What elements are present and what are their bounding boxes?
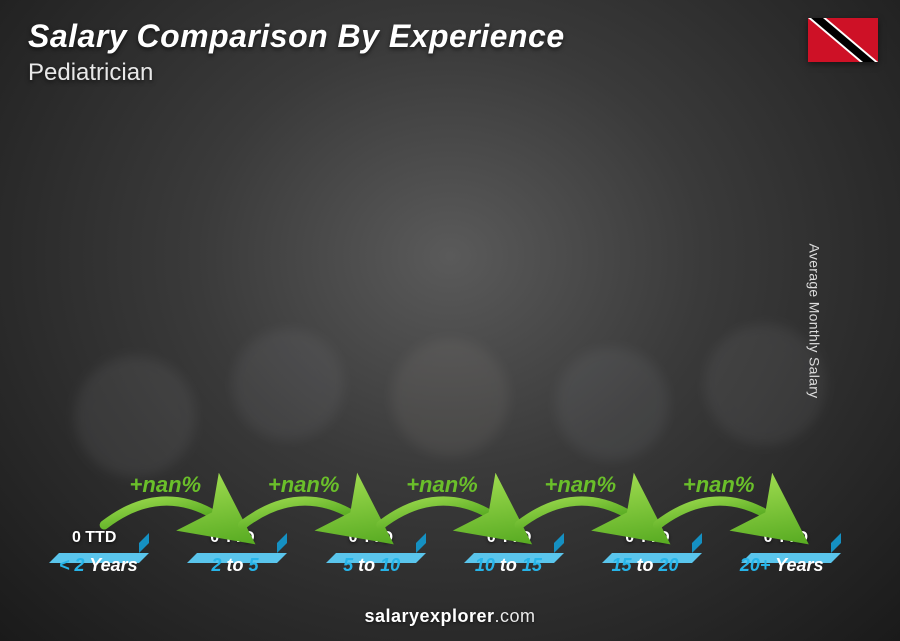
footer-site-bold: salaryexplorer (364, 606, 494, 626)
bar-value-label: 0 TTD (72, 529, 116, 547)
x-label: 2 to 5 (167, 555, 304, 581)
bar: 0 TTD (30, 529, 158, 553)
bar-value-label: 0 TTD (210, 529, 254, 547)
bar-value-label: 0 TTD (487, 529, 531, 547)
bar: 0 TTD (583, 529, 711, 553)
bar-value-label: 0 TTD (764, 529, 808, 547)
x-label: 20+ Years (713, 555, 850, 581)
bar: 0 TTD (445, 529, 573, 553)
bar: 0 TTD (168, 529, 296, 553)
x-label: 15 to 20 (577, 555, 714, 581)
footer-watermark: salaryexplorer.com (0, 606, 900, 627)
x-label: 5 to 10 (303, 555, 440, 581)
chart-title: Salary Comparison By Experience (28, 18, 565, 55)
bar: 0 TTD (307, 529, 435, 553)
country-flag (808, 18, 878, 62)
footer-site-tld: .com (495, 606, 536, 626)
x-label: 10 to 15 (440, 555, 577, 581)
bars-container: 0 TTD 0 TTD 0 TTD 0 TTD 0 TTD 0 TTD (30, 120, 850, 553)
chart-subtitle: Pediatrician (28, 59, 565, 87)
bar-value-label: 0 TTD (349, 529, 393, 547)
bar-chart: 0 TTD 0 TTD 0 TTD 0 TTD 0 TTD 0 TTD < 2 Years… (30, 120, 850, 581)
header: Salary Comparison By Experience Pediatri… (28, 18, 565, 87)
bar: 0 TTD (722, 529, 850, 553)
x-label: < 2 Years (30, 555, 167, 581)
x-axis-labels: < 2 Years2 to 55 to 1010 to 1515 to 2020… (30, 555, 850, 581)
bar-value-label: 0 TTD (625, 529, 669, 547)
